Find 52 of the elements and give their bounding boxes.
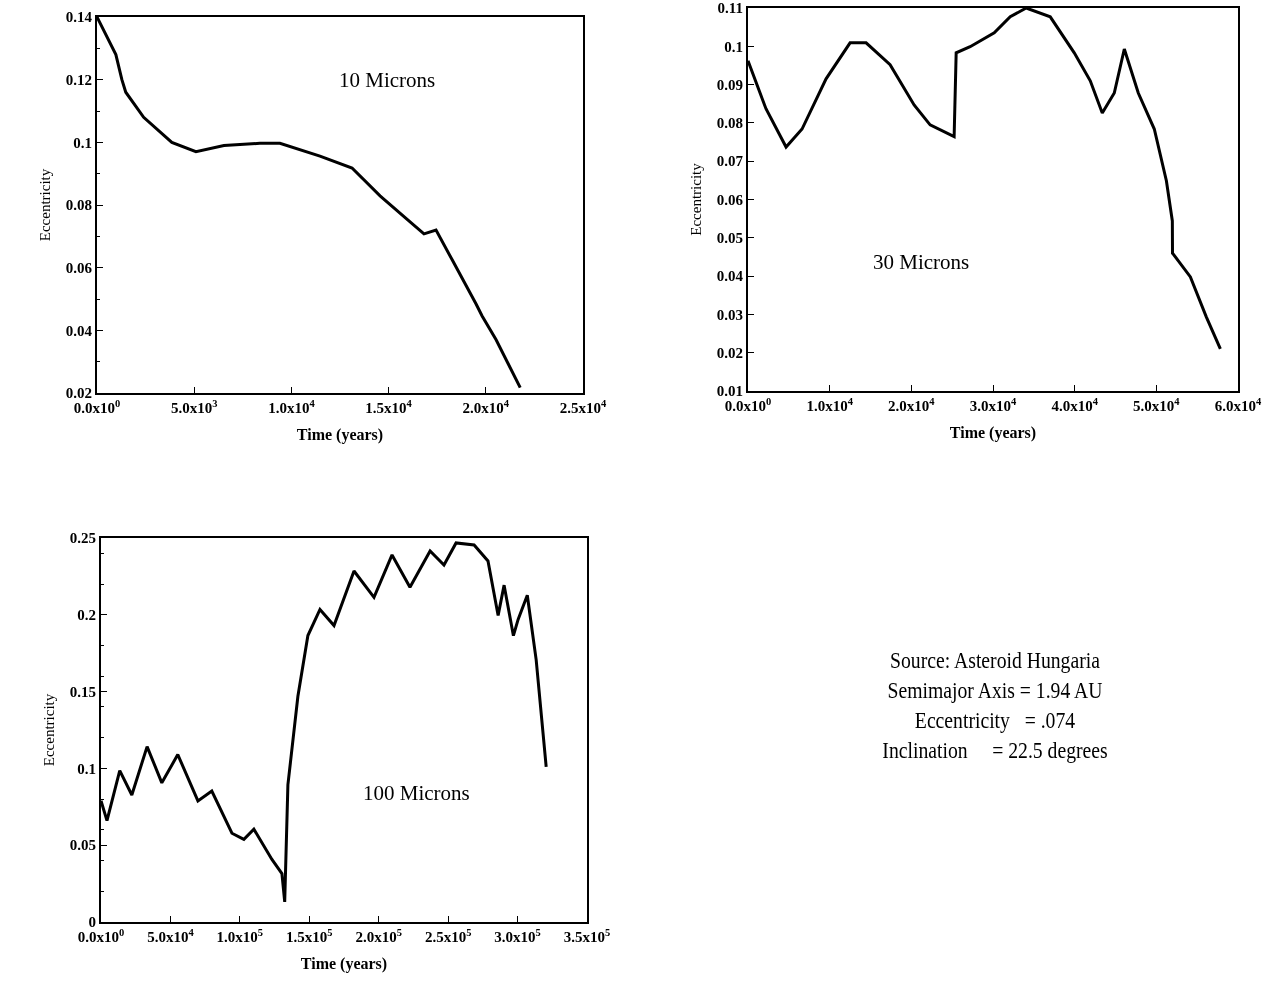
x-tick-label: 2.0x10$^{4}$ bbox=[888, 395, 936, 414]
x-tick-label: 2.5x10$^{4}$ bbox=[559, 397, 607, 416]
x-tick-label: 6.0x10$^{4}$ bbox=[1214, 395, 1262, 414]
x-axis-title: Time (years) bbox=[300, 955, 388, 974]
y-tick-label: 0.05 bbox=[716, 230, 743, 247]
x-tick-label: 1.0x10$^{4}$ bbox=[806, 395, 854, 414]
y-tick-label: 0.09 bbox=[716, 76, 743, 93]
y-tick-label: 0.06 bbox=[716, 191, 744, 208]
y-axis-title: Eccentricity bbox=[687, 162, 704, 236]
source-note: Source: Asteroid Hungaria bbox=[889, 646, 1101, 675]
x-tick-label: 1.5x10$^{4}$ bbox=[365, 397, 413, 416]
annotation: 100 Microns bbox=[363, 781, 470, 805]
x-tick-label: 3.0x10$^{5}$ bbox=[494, 926, 541, 945]
y-tick-label: 0.04 bbox=[716, 268, 744, 285]
annotation: 30 Microns bbox=[873, 250, 970, 274]
x-tick-label: 4.0x10$^{4}$ bbox=[1051, 395, 1099, 414]
y-tick-label: 0.14 bbox=[65, 9, 93, 26]
x-tick-label: 3.5x10$^{5}$ bbox=[563, 926, 611, 945]
y-tick-label: 0.1 bbox=[73, 134, 92, 151]
x-tick-label: 1.5x10$^{5}$ bbox=[286, 926, 333, 945]
y-axis-title: Eccentricity bbox=[40, 693, 57, 767]
x-tick-label: 2.5x10$^{5}$ bbox=[424, 926, 472, 945]
y-tick-label: 0.1 bbox=[77, 760, 96, 777]
text: Eccentricity = .074 bbox=[913, 706, 1077, 735]
x-tick-label: 2.0x10$^{5}$ bbox=[355, 926, 402, 945]
annotation: 10 Microns bbox=[339, 68, 436, 92]
text: Inclination = 22.5 degrees bbox=[881, 736, 1109, 765]
x-axis-title: Time (years) bbox=[949, 424, 1037, 443]
x-tick-label: 5.0x10$^{4}$ bbox=[147, 926, 195, 945]
x-tick-label: 5.0x10$^{3}$ bbox=[170, 397, 218, 416]
y-tick-label: 0.06 bbox=[65, 259, 93, 276]
y-tick-label: 0.07 bbox=[716, 153, 744, 170]
y-tick-label: 0.04 bbox=[65, 322, 93, 339]
y-tick-label: 0.05 bbox=[69, 837, 96, 854]
x-tick-label: 3.0x10$^{4}$ bbox=[969, 395, 1017, 414]
y-tick-label: 0.25 bbox=[69, 530, 96, 547]
y-tick-label: 0.08 bbox=[716, 115, 743, 132]
x-axis-title: Time (years) bbox=[296, 426, 384, 445]
y-tick-label: 0.08 bbox=[65, 197, 92, 214]
y-tick-label: 0.12 bbox=[65, 71, 92, 88]
text: Semimajor Axis = 1.94 AU bbox=[886, 676, 1104, 705]
y-tick-label: 0.2 bbox=[77, 607, 96, 624]
x-tick-label: 1.0x10$^{4}$ bbox=[268, 397, 316, 416]
x-tick-label: 5.0x10$^{4}$ bbox=[1133, 395, 1181, 414]
y-axis-title: Eccentricity bbox=[36, 168, 53, 242]
y-tick-label: 0.03 bbox=[716, 306, 743, 323]
y-tick-label: 0.1 bbox=[724, 38, 743, 55]
y-tick-label: 0.15 bbox=[69, 683, 96, 700]
y-tick-label: 0.02 bbox=[716, 344, 743, 361]
x-tick-label: 2.0x10$^{4}$ bbox=[462, 397, 510, 416]
x-tick-label: 1.0x10$^{5}$ bbox=[216, 926, 264, 945]
y-tick-label: 0.11 bbox=[717, 0, 743, 17]
